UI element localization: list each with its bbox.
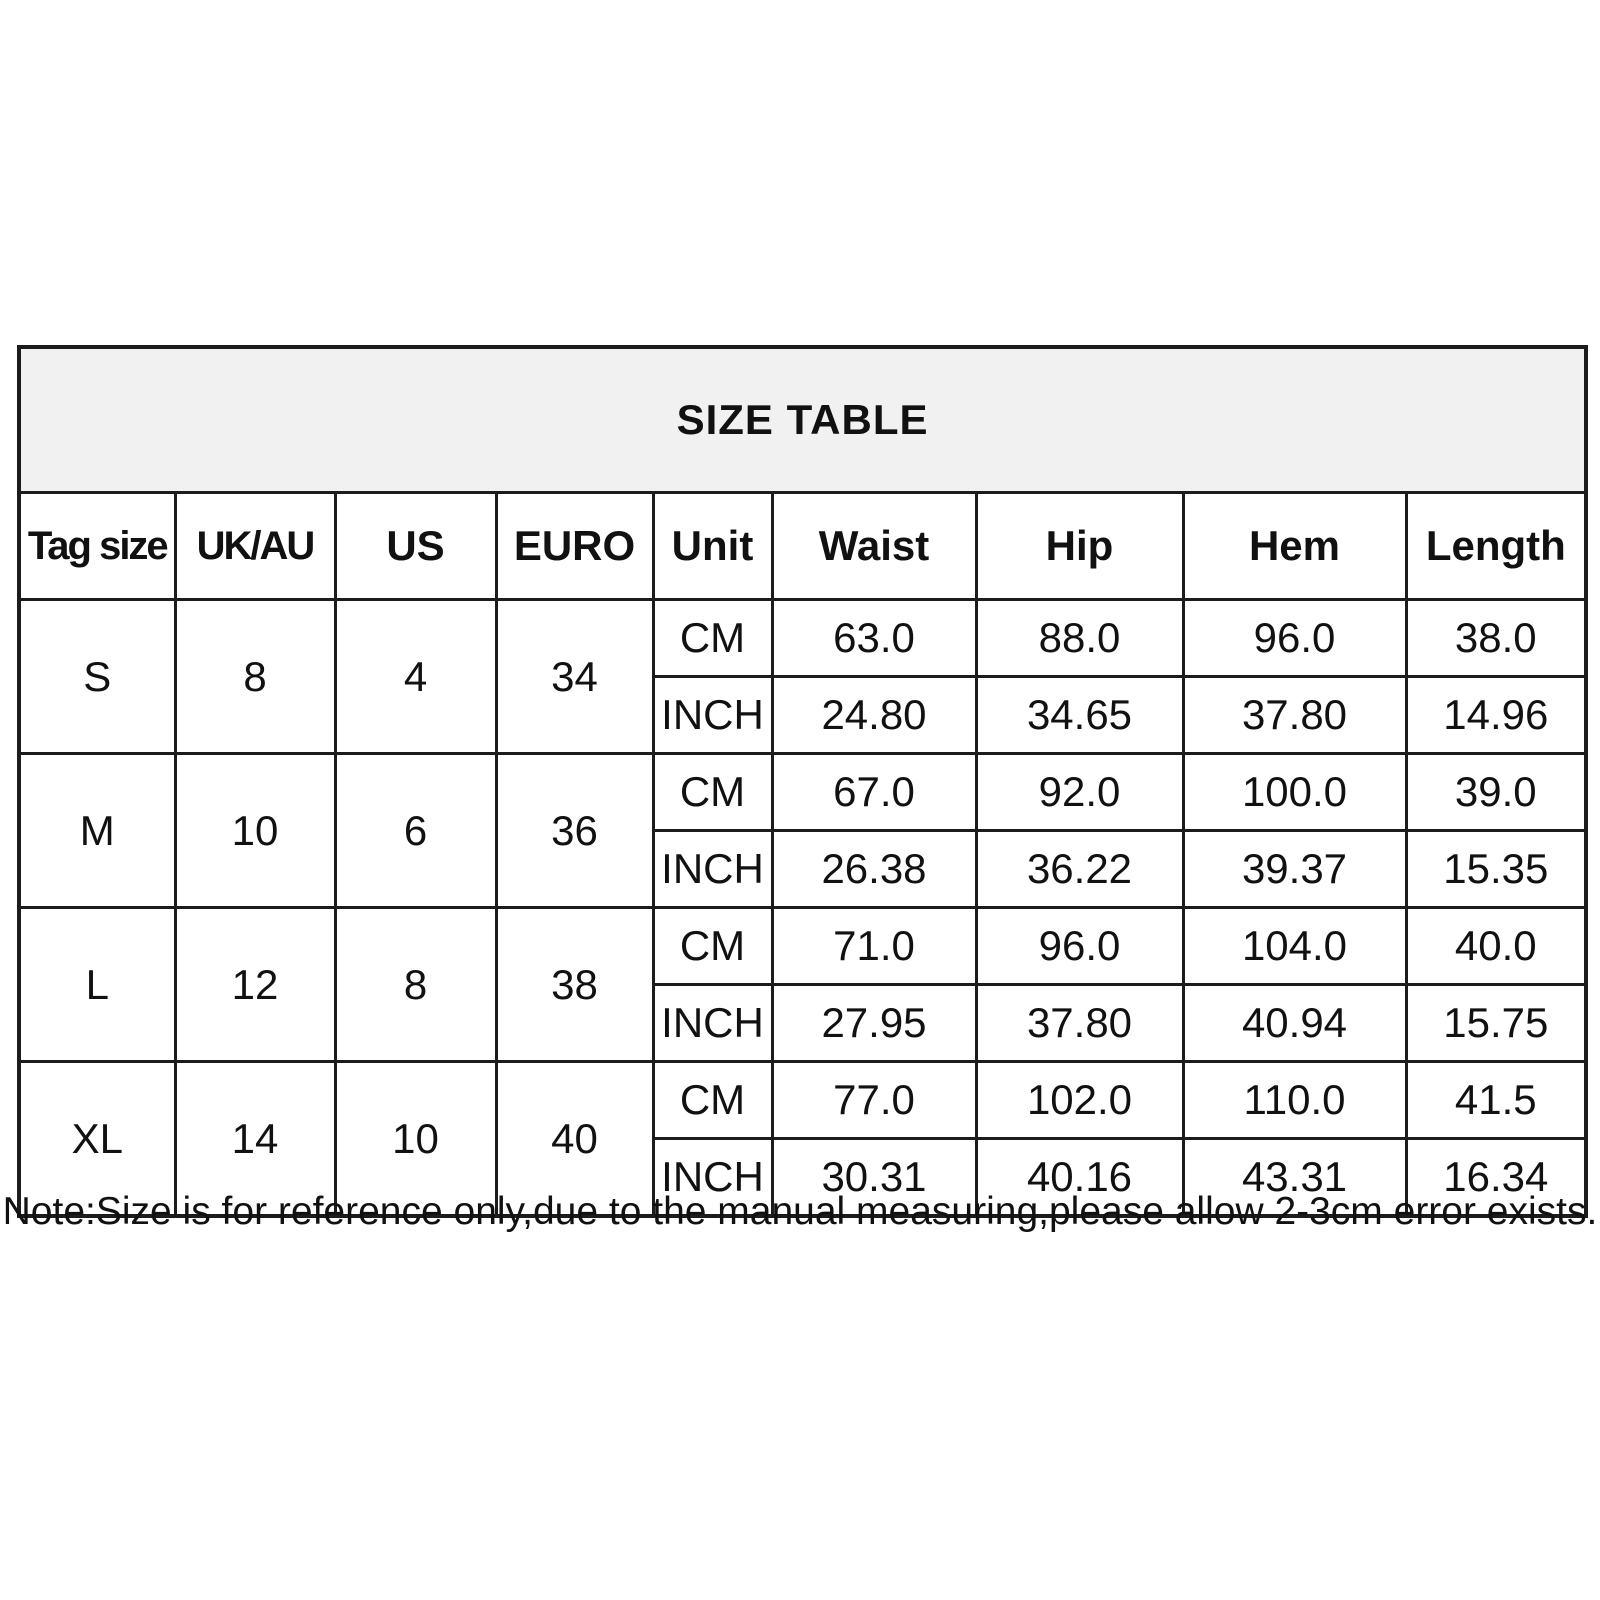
cell-m-inch-waist: 26.38 bbox=[770, 829, 978, 909]
cell-m-tag: M bbox=[17, 752, 177, 909]
cell-l-cm-hem: 104.0 bbox=[1181, 906, 1408, 986]
cell-m-inch-hem: 39.37 bbox=[1181, 829, 1408, 909]
cell-l-cm-unit: CM bbox=[651, 906, 774, 986]
cell-m-cm-hip: 92.0 bbox=[974, 752, 1185, 832]
cell-xl-us: 10 bbox=[333, 1060, 498, 1218]
cell-s-cm-unit: CM bbox=[651, 598, 774, 678]
col-header-euro: EURO bbox=[494, 491, 655, 601]
size-table: SIZE TABLE Tag size UK/AU US EURO Unit W… bbox=[17, 345, 1589, 1218]
cell-xl-cm-unit: CM bbox=[651, 1060, 774, 1140]
cell-s-inch-hem: 37.80 bbox=[1181, 675, 1408, 755]
cell-l-inch-waist: 27.95 bbox=[770, 983, 978, 1063]
cell-m-inch-unit: INCH bbox=[651, 829, 774, 909]
cell-l-inch-hip: 37.80 bbox=[974, 983, 1185, 1063]
cell-xl-cm-waist: 77.0 bbox=[770, 1060, 978, 1140]
row-s-inch: INCH 24.80 34.65 37.80 14.96 bbox=[19, 675, 1588, 755]
cell-s-uk-au: 8 bbox=[173, 598, 337, 755]
col-header-unit: Unit bbox=[651, 491, 774, 601]
cell-m-cm-hem: 100.0 bbox=[1181, 752, 1408, 832]
col-header-hem: Hem bbox=[1181, 491, 1408, 601]
cell-xl-tag: XL bbox=[17, 1060, 177, 1218]
cell-xl-inch-length: 16.34 bbox=[1404, 1137, 1588, 1218]
title-row: SIZE TABLE bbox=[17, 345, 1588, 494]
cell-l-uk-au: 12 bbox=[173, 906, 337, 1063]
col-header-tag-size: Tag size bbox=[17, 491, 177, 601]
cell-l-cm-hip: 96.0 bbox=[974, 906, 1185, 986]
cell-m-euro: 36 bbox=[494, 752, 655, 909]
cell-xl-cm-length: 41.5 bbox=[1404, 1060, 1588, 1140]
cell-l-euro: 38 bbox=[494, 906, 655, 1063]
cell-s-cm-length: 38.0 bbox=[1404, 598, 1588, 678]
cell-s-tag: S bbox=[17, 598, 177, 755]
cell-xl-inch-unit: INCH bbox=[651, 1137, 774, 1218]
row-m-cm: M 10 6 36 CM 67.0 92.0 100.0 39.0 bbox=[17, 752, 1588, 909]
cell-l-inch-length: 15.75 bbox=[1404, 983, 1588, 1063]
cell-xl-inch-waist: 30.31 bbox=[770, 1137, 978, 1218]
cell-s-inch-waist: 24.80 bbox=[770, 675, 978, 755]
cell-l-inch-unit: INCH bbox=[651, 983, 774, 1063]
cell-m-inch-length: 15.35 bbox=[1404, 829, 1588, 909]
cell-m-us: 6 bbox=[333, 752, 498, 909]
cell-xl-euro: 40 bbox=[494, 1060, 655, 1218]
cell-m-cm-length: 39.0 bbox=[1404, 752, 1588, 832]
cell-xl-cm-hip: 102.0 bbox=[974, 1060, 1185, 1140]
cell-s-us: 4 bbox=[333, 598, 498, 755]
row-m-inch: INCH 26.38 36.22 39.37 15.35 bbox=[19, 829, 1588, 909]
size-table-title: SIZE TABLE bbox=[17, 345, 1588, 494]
row-xl-cm: XL 14 10 40 CM 77.0 102.0 110.0 41.5 bbox=[17, 1060, 1588, 1218]
cell-s-cm-waist: 63.0 bbox=[770, 598, 978, 678]
col-header-length: Length bbox=[1404, 491, 1588, 601]
cell-s-cm-hem: 96.0 bbox=[1181, 598, 1408, 678]
cell-xl-inch-hip: 40.16 bbox=[974, 1137, 1185, 1218]
cell-l-cm-waist: 71.0 bbox=[770, 906, 978, 986]
row-s-cm: S 8 4 34 CM 63.0 88.0 96.0 38.0 bbox=[17, 598, 1588, 755]
cell-m-cm-waist: 67.0 bbox=[770, 752, 978, 832]
col-header-hip: Hip bbox=[974, 491, 1185, 601]
note-text: Note:Size is for reference only,due to t… bbox=[2, 1190, 1598, 1233]
header-row: Tag size UK/AU US EURO Unit Waist Hip He… bbox=[17, 491, 1588, 601]
row-l-inch: INCH 27.95 37.80 40.94 15.75 bbox=[19, 983, 1588, 1063]
cell-s-inch-hip: 34.65 bbox=[974, 675, 1185, 755]
cell-s-inch-length: 14.96 bbox=[1404, 675, 1588, 755]
cell-xl-inch-hem: 43.31 bbox=[1181, 1137, 1408, 1218]
cell-l-cm-length: 40.0 bbox=[1404, 906, 1588, 986]
cell-s-cm-hip: 88.0 bbox=[974, 598, 1185, 678]
cell-m-uk-au: 10 bbox=[173, 752, 337, 909]
cell-m-cm-unit: CM bbox=[651, 752, 774, 832]
cell-l-tag: L bbox=[17, 906, 177, 1063]
row-xl-inch: INCH 30.31 40.16 43.31 16.34 bbox=[19, 1137, 1588, 1218]
cell-l-us: 8 bbox=[333, 906, 498, 1063]
cell-xl-cm-hem: 110.0 bbox=[1181, 1060, 1408, 1140]
col-header-waist: Waist bbox=[770, 491, 978, 601]
cell-s-inch-unit: INCH bbox=[651, 675, 774, 755]
cell-m-inch-hip: 36.22 bbox=[974, 829, 1185, 909]
col-header-us: US bbox=[333, 491, 498, 601]
col-header-uk-au: UK/AU bbox=[173, 491, 337, 601]
cell-s-euro: 34 bbox=[494, 598, 655, 755]
row-l-cm: L 12 8 38 CM 71.0 96.0 104.0 40.0 bbox=[17, 906, 1588, 1063]
cell-l-inch-hem: 40.94 bbox=[1181, 983, 1408, 1063]
cell-xl-uk-au: 14 bbox=[173, 1060, 337, 1218]
